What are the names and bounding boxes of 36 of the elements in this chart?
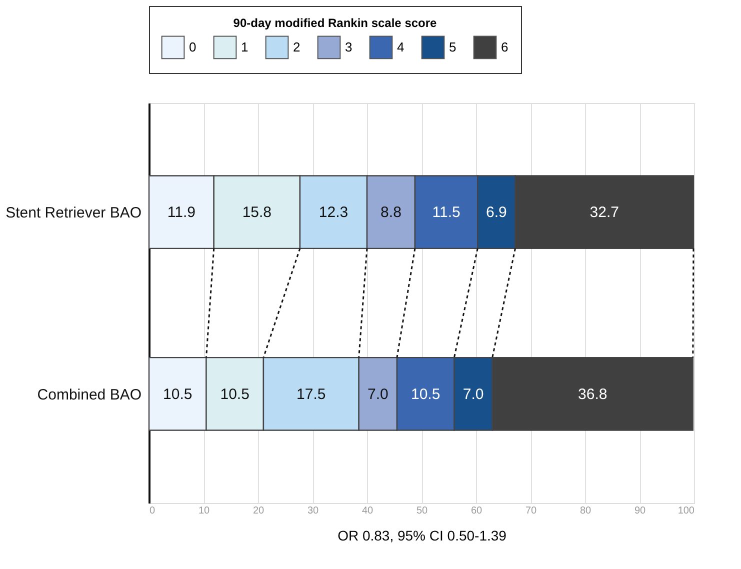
x-tick-label: 30 (307, 506, 319, 516)
x-tick-label: 90 (634, 506, 646, 516)
legend-label: 3 (345, 39, 352, 54)
data-label: 36.8 (578, 386, 608, 403)
x-tick-label: 70 (525, 506, 537, 516)
data-label: 10.5 (163, 386, 192, 403)
x-tick-label: 60 (470, 506, 482, 516)
x-tick-label: 50 (416, 506, 428, 516)
data-label: 11.5 (432, 204, 460, 222)
legend-label: 4 (397, 39, 404, 54)
x-tick-label: 100 (678, 506, 695, 516)
x-tick-label: 10 (198, 506, 210, 516)
data-label: 6.9 (486, 204, 507, 222)
data-label: 8.8 (380, 204, 402, 222)
x-tick-label: 40 (362, 506, 374, 516)
legend-label: 1 (241, 39, 248, 54)
data-label: 15.8 (242, 204, 272, 222)
legend-label: 2 (293, 39, 300, 54)
x-tick-label: 0 (150, 506, 156, 516)
legend-label: 0 (189, 39, 196, 54)
legend-label: 5 (449, 39, 456, 54)
data-label: 10.5 (220, 386, 250, 403)
data-label: 32.7 (590, 204, 619, 222)
data-label: 7.0 (462, 386, 484, 403)
data-label: 7.0 (367, 386, 388, 403)
y-tick-label: Combined BAO (37, 386, 142, 404)
data-label: 11.9 (167, 204, 196, 222)
data-label: 10.5 (410, 386, 440, 403)
legend-label: 6 (501, 39, 508, 54)
x-tick-label: 20 (252, 506, 264, 516)
x-tick-label: 80 (580, 506, 592, 516)
legend-title: 90-day modified Rankin scale score (233, 16, 438, 30)
data-label: 12.3 (318, 204, 348, 222)
y-tick-label: Stent Retriever BAO (6, 204, 142, 222)
data-label: 17.5 (296, 386, 326, 403)
x-axis-title: OR 0.83, 95% CI 0.50-1.39 (338, 528, 507, 544)
